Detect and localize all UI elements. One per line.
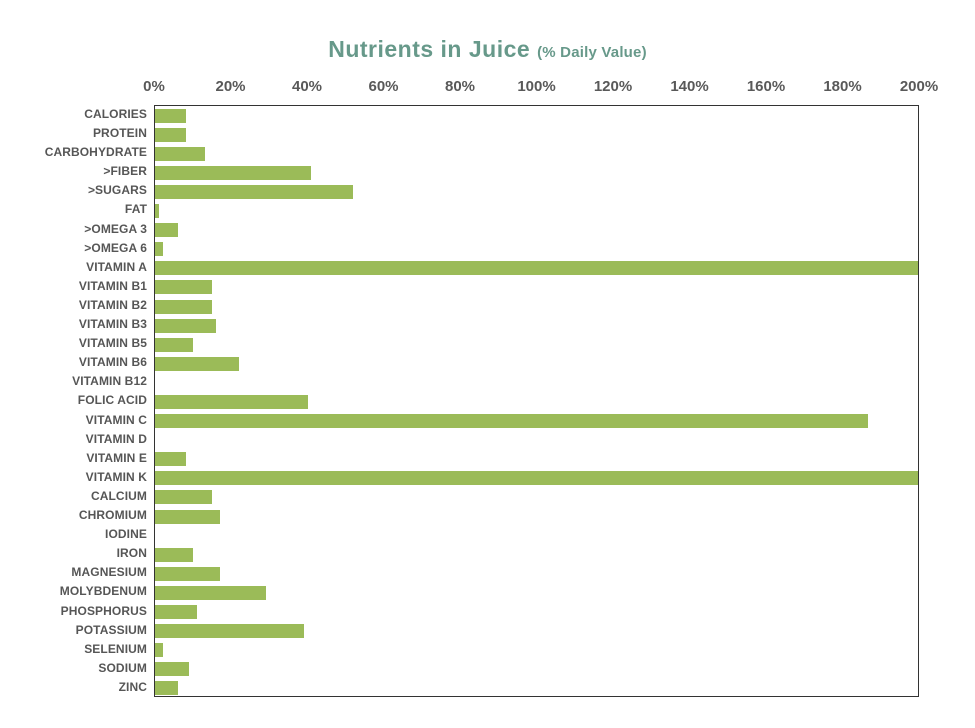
category-label: CHROMIUM: [78, 508, 147, 523]
x-tick-label: 180%: [823, 78, 862, 95]
bar: [155, 318, 217, 333]
bar: [155, 337, 194, 352]
x-tick-label: 20%: [215, 78, 246, 95]
category-label: CALORIES: [84, 107, 147, 121]
bar: [155, 242, 163, 257]
x-tick-label: 40%: [291, 78, 323, 95]
category-label: VITAMIN B6: [78, 355, 147, 370]
bar: [155, 223, 178, 238]
category-label: IODINE: [105, 527, 147, 542]
category-label: >SUGARS: [87, 183, 147, 198]
bar: [155, 471, 918, 486]
category-label: VITAMIN B3: [78, 317, 147, 332]
bar: [155, 127, 186, 142]
category-label: IRON: [116, 546, 147, 561]
bar: [155, 547, 194, 562]
bar: [155, 280, 213, 295]
x-tick-label: 140%: [670, 78, 709, 95]
bar: [155, 356, 239, 371]
category-label: ZINC: [118, 679, 147, 694]
x-tick-label: 100%: [517, 78, 556, 95]
category-label: PROTEIN: [92, 126, 147, 141]
category-label: VITAMIN A: [86, 259, 147, 274]
category-label: SELENIUM: [84, 641, 147, 656]
category-label: VITAMIN B5: [78, 336, 147, 351]
chart-title: Nutrients in Juice (% Daily Value): [0, 36, 975, 63]
plot-area: [154, 105, 919, 697]
bar: [155, 204, 159, 219]
chart-title-main: Nutrients in Juice: [328, 36, 531, 62]
category-label: VITAMIN C: [85, 412, 147, 427]
category-label: VITAMIN K: [85, 469, 147, 484]
chart-title-subtitle: (% Daily Value): [537, 44, 647, 61]
bar: [155, 605, 197, 620]
x-tick-label: 80%: [444, 78, 476, 95]
category-label: MAGNESIUM: [71, 565, 147, 580]
category-label: >OMEGA 3: [84, 221, 147, 236]
category-label: SODIUM: [98, 660, 147, 675]
category-label: FAT: [124, 202, 147, 217]
bar: [155, 452, 186, 467]
x-tick-label: 200%: [899, 78, 939, 95]
category-label: CALCIUM: [90, 488, 147, 503]
category-label: VITAMIN B2: [78, 297, 147, 312]
bar: [155, 146, 205, 161]
category-label: >OMEGA 6: [84, 240, 147, 255]
category-label: >FIBER: [103, 164, 147, 179]
bar: [155, 261, 918, 276]
bar: [155, 509, 220, 524]
x-tick-label: 60%: [368, 78, 399, 95]
bar: [155, 681, 178, 696]
category-label: POTASSIUM: [75, 622, 147, 637]
x-tick-label: 160%: [746, 78, 786, 95]
bar: [155, 165, 312, 180]
category-label: CARBOHYDRATE: [44, 145, 147, 160]
category-label: VITAMIN B12: [72, 374, 147, 389]
bar: [155, 395, 308, 409]
bar: [155, 585, 266, 600]
bar: [155, 184, 354, 199]
category-label: FOLIC ACID: [77, 393, 147, 408]
bar: [155, 490, 213, 505]
bar: [155, 643, 163, 658]
category-label: VITAMIN E: [86, 450, 147, 465]
bar: [155, 624, 304, 639]
bar: [155, 662, 190, 677]
bar: [155, 108, 186, 123]
bar: [155, 414, 869, 429]
category-label: VITAMIN B1: [78, 278, 147, 293]
bar: [155, 299, 213, 314]
bar: [155, 566, 220, 581]
category-label: PHOSPHORUS: [60, 603, 147, 618]
x-tick-label: 0%: [143, 78, 165, 95]
category-label: MOLYBDENUM: [59, 584, 147, 599]
category-label: VITAMIN D: [85, 431, 147, 446]
x-tick-label: 120%: [593, 78, 633, 95]
